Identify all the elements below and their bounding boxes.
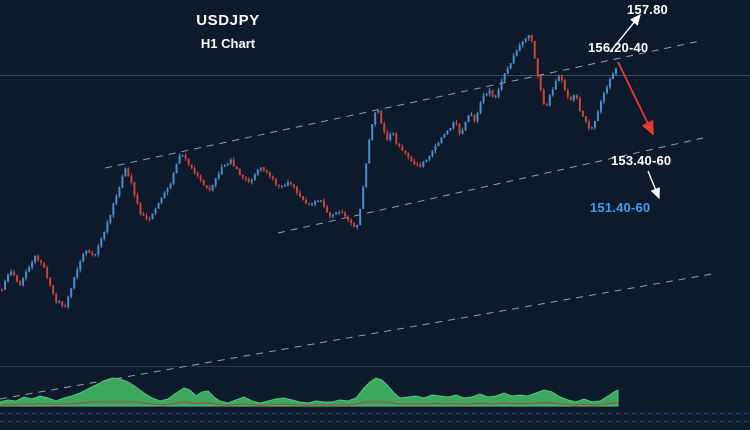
resistance-zone-label: 156.20-40: [588, 40, 649, 55]
oscillator-indicator-layer: [0, 377, 619, 407]
support-zone-label-second: 151.40-60: [590, 200, 651, 215]
horizontal-lines-layer: [0, 75, 750, 422]
support-zone-label-first: 153.40-60: [611, 153, 672, 168]
timeframe-subtitle: H1 Chart: [200, 36, 256, 51]
chart-title-block: USDJPY H1 Chart: [158, 12, 298, 51]
candles-layer: [1, 34, 617, 310]
price-target-label-upper: 157.80: [627, 2, 668, 17]
annotation-arrows-layer: [609, 13, 660, 200]
symbol-title: USDJPY: [196, 12, 260, 29]
trendlines-layer[interactable]: [0, 40, 713, 400]
